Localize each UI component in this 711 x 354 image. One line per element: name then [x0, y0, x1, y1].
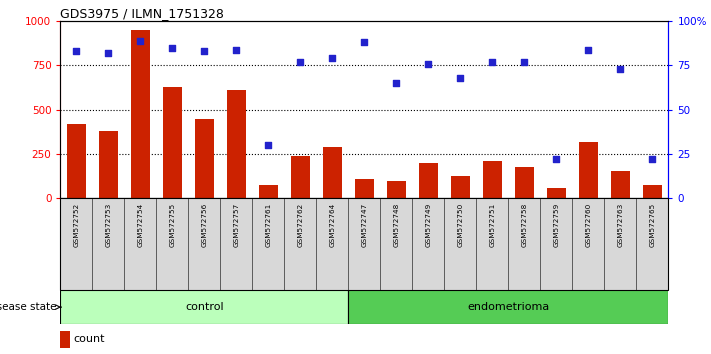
- Text: GSM572763: GSM572763: [617, 203, 624, 247]
- Point: [262, 142, 274, 148]
- Bar: [259, 185, 278, 198]
- Bar: [355, 179, 374, 198]
- Bar: [643, 185, 662, 198]
- Point: [550, 156, 562, 162]
- Bar: [547, 188, 566, 198]
- Bar: [99, 131, 118, 198]
- Bar: [60, 331, 70, 348]
- Point: [198, 48, 210, 54]
- Bar: [60, 290, 348, 324]
- Text: GSM572759: GSM572759: [553, 203, 560, 247]
- Point: [486, 59, 498, 65]
- Point: [391, 80, 402, 86]
- Text: count: count: [74, 335, 105, 344]
- Point: [294, 59, 306, 65]
- Point: [166, 45, 178, 51]
- Point: [422, 61, 434, 67]
- Point: [135, 38, 146, 44]
- Text: GSM572765: GSM572765: [649, 203, 656, 247]
- Bar: [419, 163, 438, 198]
- Bar: [163, 87, 182, 198]
- Bar: [291, 156, 310, 198]
- Text: GSM572757: GSM572757: [233, 203, 240, 247]
- Point: [647, 156, 658, 162]
- Point: [583, 47, 594, 52]
- Point: [71, 48, 82, 54]
- Bar: [611, 171, 630, 198]
- Point: [518, 59, 530, 65]
- Text: disease state: disease state: [0, 302, 57, 312]
- Text: endometrioma: endometrioma: [467, 302, 550, 312]
- Text: GSM572764: GSM572764: [329, 203, 336, 247]
- Text: GSM572760: GSM572760: [585, 203, 592, 247]
- Bar: [195, 119, 214, 198]
- Text: GSM572754: GSM572754: [137, 203, 144, 247]
- Text: GSM572756: GSM572756: [201, 203, 208, 247]
- Text: GSM572762: GSM572762: [297, 203, 304, 247]
- Bar: [515, 167, 534, 198]
- Text: GSM572748: GSM572748: [393, 203, 400, 247]
- Bar: [227, 90, 246, 198]
- Bar: [579, 142, 598, 198]
- Point: [358, 40, 370, 45]
- Text: GSM572761: GSM572761: [265, 203, 272, 247]
- Text: GSM572758: GSM572758: [521, 203, 528, 247]
- Text: GSM572751: GSM572751: [489, 203, 496, 247]
- Point: [326, 56, 338, 61]
- Text: GSM572755: GSM572755: [169, 203, 176, 247]
- Bar: [451, 176, 470, 198]
- Point: [614, 66, 626, 72]
- Bar: [131, 30, 150, 198]
- Bar: [323, 147, 342, 198]
- Text: control: control: [185, 302, 224, 312]
- Bar: [348, 290, 668, 324]
- Text: GDS3975 / ILMN_1751328: GDS3975 / ILMN_1751328: [60, 7, 224, 20]
- Text: GSM572750: GSM572750: [457, 203, 464, 247]
- Text: GSM572747: GSM572747: [361, 203, 368, 247]
- Bar: [483, 161, 502, 198]
- Point: [455, 75, 466, 81]
- Bar: [67, 124, 86, 198]
- Text: GSM572752: GSM572752: [73, 203, 80, 247]
- Point: [103, 50, 114, 56]
- Bar: [387, 181, 406, 198]
- Text: GSM572749: GSM572749: [425, 203, 432, 247]
- Text: GSM572753: GSM572753: [105, 203, 112, 247]
- Point: [230, 47, 242, 52]
